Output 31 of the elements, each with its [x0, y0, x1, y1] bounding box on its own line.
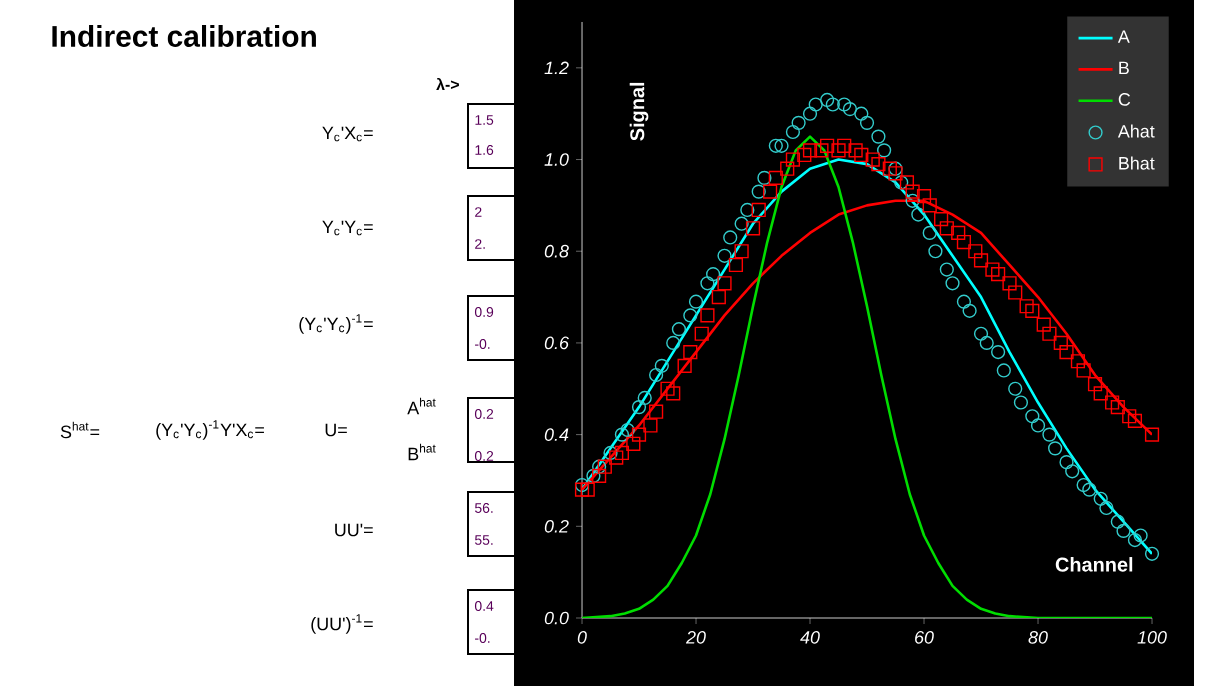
y-tick-label: 1.2 [544, 61, 569, 75]
text: (Y$_{c}$'Y$_{c}$)$^{-1}$Y'X$_{c}$= [156, 420, 264, 440]
x-tick-label: 20 [685, 631, 706, 644]
y-axis-title: Signal [629, 82, 649, 141]
legend-label: A [1117, 30, 1130, 43]
y-tick-label: 0.0 [544, 611, 569, 625]
text: UU'= [335, 523, 373, 537]
text: (UU')$^{-1}$= [311, 614, 373, 634]
text: Indirect calibration [52, 25, 316, 47]
legend-label: B [1119, 61, 1129, 75]
x-tick-label: 80 [1028, 631, 1048, 644]
text: Y$_{c}$'Y$_{c}$= [322, 220, 373, 236]
x-tick-label: 100 [1137, 631, 1167, 644]
x-tick-label: 60 [915, 631, 934, 644]
text: U= [325, 423, 347, 437]
x-tick-label: 0 [577, 631, 587, 644]
text: S$^{hat}$= [60, 421, 100, 439]
x-tick-label: 40 [800, 631, 820, 644]
x-axis-title: Channel [1055, 557, 1133, 572]
text: A$^{hat}$ [407, 397, 436, 415]
legend-label: C [1118, 93, 1131, 106]
legend-label: Ahat [1117, 124, 1155, 138]
text: (Y$_{c}$'Y$_{c}$)$^{-1}$= [299, 314, 373, 334]
y-tick-label: 0.8 [544, 244, 569, 258]
text: B$^{hat}$ [408, 443, 436, 461]
y-tick-label: 0.2 [544, 519, 569, 533]
y-tick-label: 0.4 [544, 428, 569, 441]
y-tick-label: 0.6 [544, 336, 569, 350]
text: Y$_{c}$'X$_{c}$= [322, 126, 373, 142]
legend-label: Bhat [1119, 156, 1155, 170]
y-tick-label: 1.0 [544, 153, 569, 166]
